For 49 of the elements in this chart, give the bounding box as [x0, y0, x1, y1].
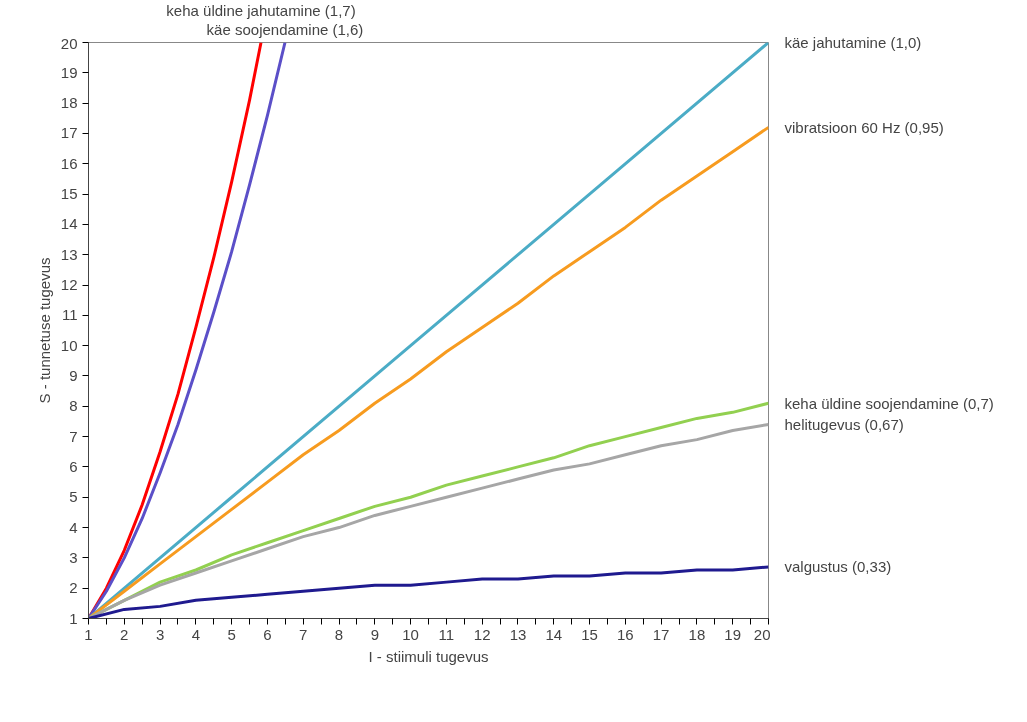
series-label: valgustus (0,33) [784, 558, 892, 576]
x-tick-label: 14 [545, 625, 563, 643]
series-label: helitugevus (0,67) [784, 415, 904, 433]
x-tick-label: 15 [581, 625, 598, 643]
series-label: keha üldine soojendamine (0,7) [784, 394, 994, 412]
y-tick-label: 1 [69, 609, 78, 627]
x-tick-label: 18 [688, 625, 706, 643]
x-tick-label: 20 [753, 625, 771, 643]
x-tick-label: 19 [724, 625, 742, 643]
y-tick-label: 17 [60, 124, 78, 142]
x-tick-label: 17 [652, 625, 670, 643]
series-label: käe jahutamine (1,0) [784, 34, 922, 51]
y-tick-label: 2 [69, 579, 78, 597]
x-tick-label: 1 [84, 625, 93, 643]
y-tick-label: 12 [60, 276, 78, 294]
x-tick-label: 10 [402, 625, 419, 643]
y-tick-label: 3 [69, 548, 78, 566]
x-tick-label: 13 [509, 625, 527, 643]
x-axis-title: I - stiimuli tugevus [368, 647, 489, 665]
y-tick-label: 4 [69, 518, 78, 536]
y-tick-label: 14 [60, 215, 78, 233]
y-tick-label: 16 [60, 154, 78, 172]
x-tick-label: 12 [473, 625, 491, 643]
y-tick-label: 10 [60, 336, 78, 354]
x-tick-label: 7 [299, 625, 308, 643]
y-tick-label: 18 [60, 94, 78, 112]
y-tick-label: 9 [69, 366, 78, 384]
x-tick-label: 2 [120, 625, 129, 643]
y-tick-label: 8 [69, 397, 78, 415]
x-tick-label: 16 [617, 625, 634, 643]
y-tick-label: 20 [60, 34, 78, 52]
text: keha üldine jahutamine (1,7) [166, 1, 356, 19]
y-tick-label: 7 [69, 427, 78, 445]
x-tick-label: 9 [370, 625, 379, 643]
y-tick-label: 6 [69, 457, 78, 475]
x-tick-label: 3 [155, 625, 165, 643]
y-tick-label: 19 [60, 63, 78, 81]
y-tick-label: 15 [60, 185, 78, 203]
x-tick-label: 4 [191, 625, 201, 643]
x-tick-label: 6 [263, 625, 272, 643]
y-tick-label: 11 [61, 306, 78, 324]
x-tick-label: 5 [227, 625, 236, 643]
x-tick-label: 8 [334, 625, 344, 643]
y-tick-label: 13 [60, 245, 78, 263]
y-tick-label: 5 [69, 488, 78, 506]
series-label: vibratsioon 60 Hz (0,95) [784, 118, 944, 136]
y-axis-title: S - tunnetuse tugevus [35, 257, 53, 404]
x-tick-label: 11 [438, 625, 455, 643]
series-label: käe soojendamine (1,6) [206, 20, 364, 38]
